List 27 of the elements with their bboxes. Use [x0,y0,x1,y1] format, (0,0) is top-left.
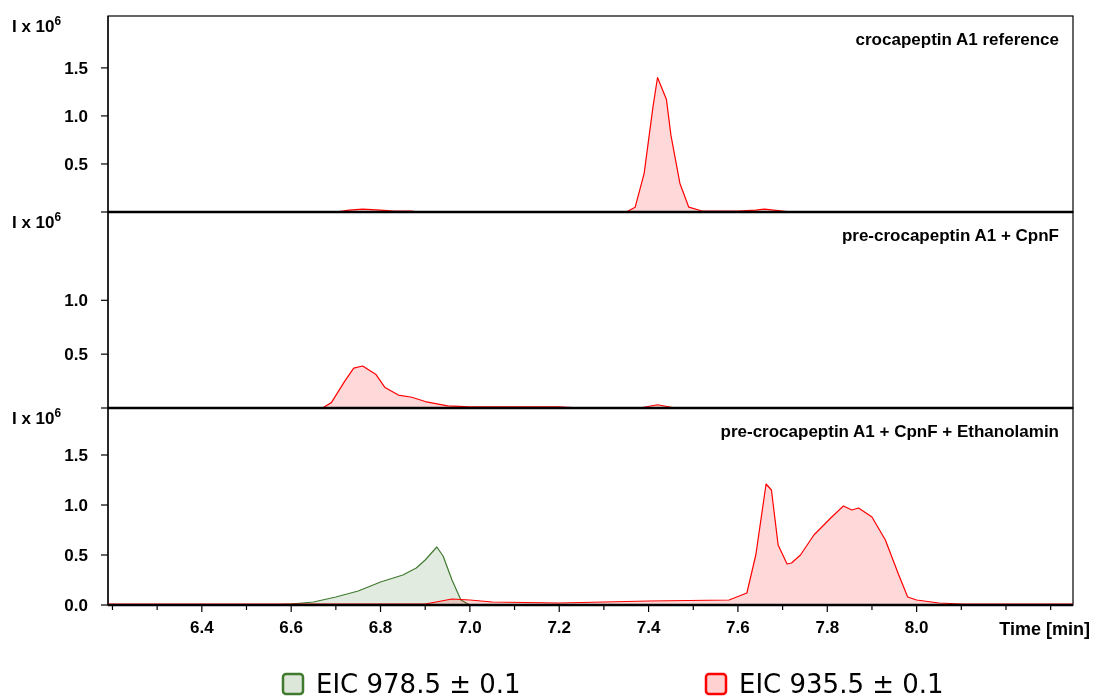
x-tick-label: 7.6 [726,618,750,637]
x-tick-label: 8.0 [904,618,929,637]
y-axis-title: I x 10$^{6}$ [12,14,62,36]
text: pre-crocapeptin A1 + CpnF + Ethanolamin [720,422,1059,441]
x-tick-label: 7.4 [636,618,661,637]
x-axis-title: Time [min] [999,619,1090,639]
text: crocapeptin A1 reference [855,30,1059,49]
y-tick-label: 1.0 [64,291,88,311]
text: pre-crocapeptin A1 + CpnF [841,226,1059,245]
legend-label: EIC 935.5 ± 0.1 [739,669,944,698]
y-tick-label: 0.5 [64,155,88,175]
y-tick-label: 0.5 [64,546,88,566]
y-tick-label: 0.0 [64,596,88,616]
x-tick-label: 7.2 [547,618,572,637]
x-tick-label: 6.4 [190,618,215,637]
y-tick-label: 1.0 [64,107,88,127]
x-tick-label: 7.8 [815,618,840,637]
y-axis-title: I x 10$^{6}$ [12,406,62,428]
y-axis-title: I x 10$^{6}$ [12,210,62,232]
legend-label: EIC 978.5 ± 0.1 [316,669,521,698]
y-tick-label: 1.5 [64,446,88,466]
y-tick-label: 0.5 [64,345,88,365]
y-tick-label: 1.0 [64,496,88,516]
x-tick-label: 6.6 [279,618,303,637]
y-tick-label: 1.5 [64,59,88,78]
x-tick-label: 7.0 [458,618,482,637]
x-tick-label: 6.8 [368,618,393,637]
